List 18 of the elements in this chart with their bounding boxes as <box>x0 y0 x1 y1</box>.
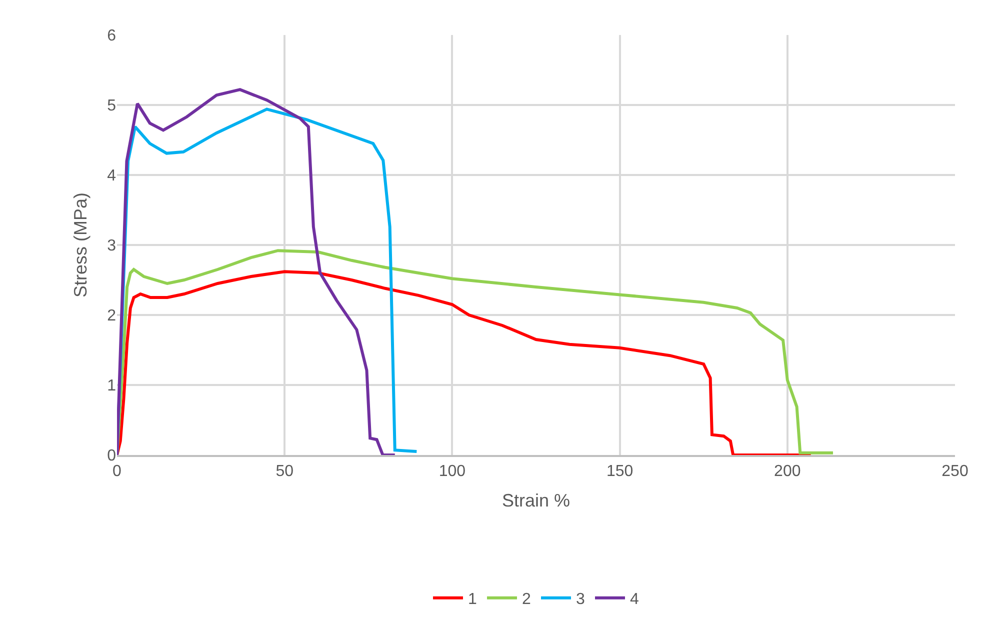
y-tick-label: 0 <box>107 448 116 465</box>
x-axis-title: Strain % <box>502 490 570 511</box>
x-tick-label: 200 <box>774 462 801 480</box>
y-tick-label: 6 <box>107 28 116 45</box>
y-tick-label: 4 <box>107 168 116 185</box>
y-tick-label: 1 <box>107 378 116 395</box>
legend-label: 2 <box>522 591 531 608</box>
x-tick-label: 150 <box>606 462 634 480</box>
legend-label: 4 <box>630 591 639 608</box>
y-tick-label: 2 <box>107 308 116 325</box>
y-tick-label: 3 <box>107 238 116 255</box>
y-axis-title: Stress (MPa) <box>70 192 90 298</box>
legend-label: 3 <box>576 591 585 608</box>
legend-label: 1 <box>468 591 477 608</box>
x-tick-label: 100 <box>438 462 466 480</box>
x-tick-label: 250 <box>942 462 968 480</box>
y-tick-label: 5 <box>107 98 116 115</box>
x-tick-label: 50 <box>276 462 294 480</box>
